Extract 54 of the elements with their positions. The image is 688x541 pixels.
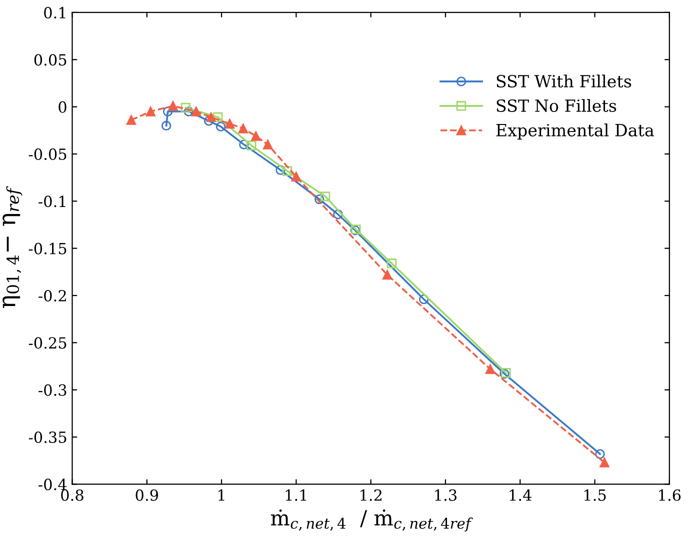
x-tick-label: 1.6: [659, 489, 681, 501]
point: [320, 192, 330, 202]
x-axis-title: ṁ$_{c,net,4}$ / ṁ$_{c,net,4ref}$: [270, 509, 473, 532]
point: [333, 209, 343, 220]
point: [251, 131, 261, 141]
y-tick-label: -0.2: [38, 290, 66, 302]
y-tick-label: -0.05: [28, 148, 66, 160]
x-tick-label: 1.5: [584, 489, 606, 501]
point: [382, 270, 392, 280]
point: [276, 165, 286, 175]
x-tick-label: 1.2: [360, 489, 382, 501]
point: [262, 140, 273, 150]
y-tick-label: -0.1: [38, 196, 66, 208]
y-tick-label: 0.05: [34, 54, 66, 66]
y-tick-label: 0.1: [44, 6, 66, 18]
y-axis-title: η$_{01,4}$− η$_{ref}$: [2, 186, 22, 308]
point: [180, 102, 191, 113]
point: [224, 118, 235, 129]
y-tick-label: -0.4: [38, 478, 67, 490]
point: [282, 166, 292, 176]
point: [184, 106, 194, 116]
point: [386, 258, 397, 268]
point: [162, 106, 173, 116]
point: [206, 112, 216, 122]
x-tick-label: 0.9: [136, 489, 158, 501]
point: [485, 364, 496, 374]
x-tick-label: 0.8: [61, 489, 84, 501]
point: [314, 194, 324, 204]
legend-label: SST No Fillets: [496, 99, 616, 112]
point: [600, 458, 610, 468]
point: [191, 106, 202, 116]
point: [238, 124, 248, 134]
y-tick-label: -0.3: [38, 384, 66, 396]
point: [418, 294, 429, 304]
x-tick-label: 1: [218, 489, 224, 501]
y-tick-label: -0.35: [28, 431, 66, 444]
legend-label: SST With Fillets: [496, 74, 632, 88]
point: [161, 120, 172, 131]
point: [246, 140, 256, 150]
point: [216, 122, 226, 132]
legend-label: Experimental Data: [496, 124, 654, 140]
x-tick-label: 1.3: [435, 489, 456, 501]
point: [168, 100, 178, 111]
point: [595, 449, 605, 459]
x-tick-label: 1.4: [510, 489, 532, 501]
y-tick-label: -0.25: [28, 337, 66, 349]
point: [204, 116, 214, 126]
y-tick-label: 0: [58, 101, 66, 113]
point: [146, 106, 156, 116]
point: [126, 115, 136, 125]
point: [291, 172, 302, 182]
y-tick-label: -0.15: [28, 242, 66, 254]
x-tick-label: 1.1: [286, 489, 306, 501]
point: [212, 112, 223, 122]
